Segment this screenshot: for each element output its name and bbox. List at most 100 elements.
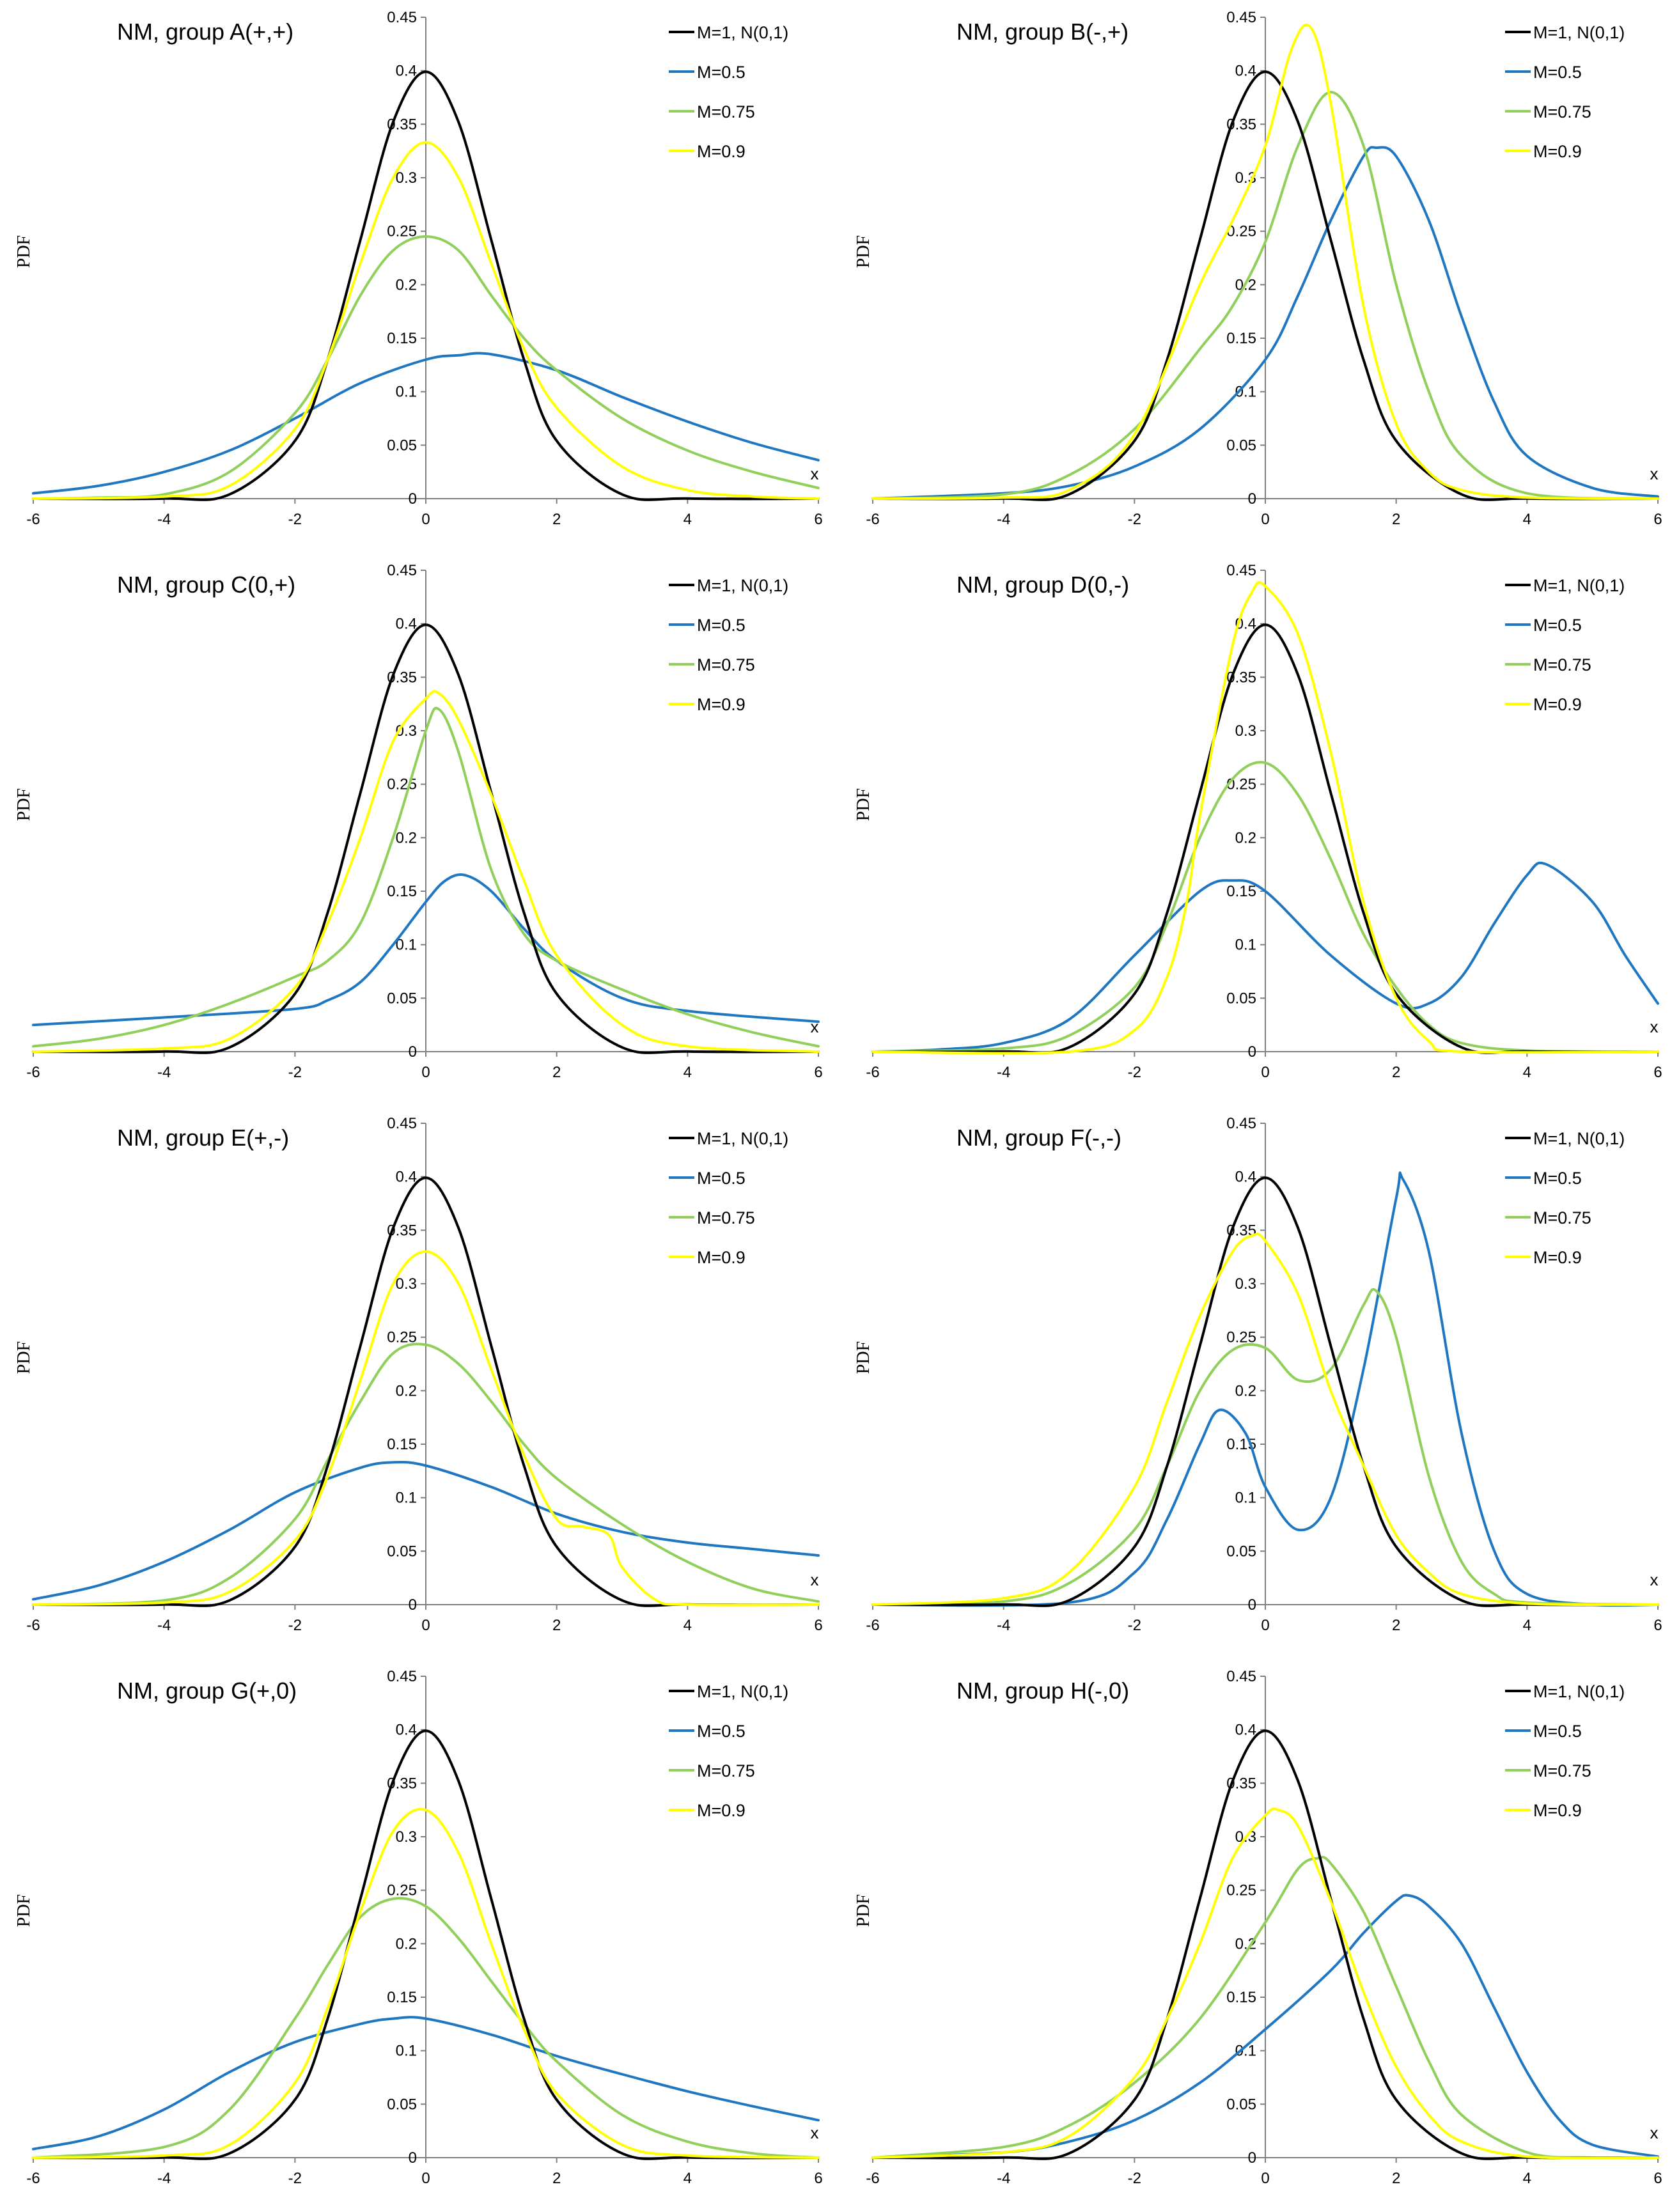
legend-label: M=0.75 xyxy=(1533,1761,1591,1780)
chart-title: NM, group G(+,0) xyxy=(117,1678,297,1704)
y-tick-label: 0.15 xyxy=(387,330,417,347)
x-axis-label: x xyxy=(811,2123,819,2142)
legend-label: M=0.75 xyxy=(1533,655,1591,674)
y-tick-label: 0.45 xyxy=(387,562,417,579)
y-tick-label: 0.45 xyxy=(387,1115,417,1132)
x-tick-label: 4 xyxy=(683,1617,692,1634)
series-line-blue xyxy=(32,1461,820,1601)
chart-panel: 0 0.05 0.1 0.15 0.2 0.25 0.3 0.35 0.4 0.45 -6 -4 -2 0… xyxy=(0,1659,840,2212)
x-tick-label: 4 xyxy=(683,511,692,528)
x-tick-label: -2 xyxy=(288,2170,302,2187)
x-axis-label: x xyxy=(811,1570,819,1589)
x-tick-label: -2 xyxy=(288,1617,302,1634)
series-line-blue xyxy=(32,352,820,495)
x-tick-label: 0 xyxy=(1261,511,1269,528)
x-tick-label: 2 xyxy=(552,1064,561,1081)
series-line-yellow xyxy=(32,1807,820,2159)
y-axis-label: PDF xyxy=(854,788,873,821)
legend-label: M=0.9 xyxy=(697,1801,746,1820)
y-tick-label: 0 xyxy=(1248,490,1256,508)
y-tick-label: 0.4 xyxy=(1235,63,1256,80)
series-line-yellow xyxy=(32,690,820,1053)
x-tick-label: 4 xyxy=(1523,511,1531,528)
y-tick-label: 0.05 xyxy=(1226,437,1256,454)
y-tick-label: 0.05 xyxy=(1226,1543,1256,1560)
y-tick-label: 0.2 xyxy=(1235,1935,1256,1952)
x-tick-label: -2 xyxy=(1128,1617,1141,1634)
legend-label: M=0.75 xyxy=(1533,102,1591,121)
y-tick-label: 0.2 xyxy=(396,276,417,293)
x-tick-label: 6 xyxy=(814,1064,822,1081)
x-tick-label: 2 xyxy=(1392,1064,1400,1081)
series-line-yellow xyxy=(871,580,1659,1055)
series-line-blue xyxy=(32,2016,820,2151)
series-line-blue xyxy=(871,1171,1659,1607)
x-tick-label: -2 xyxy=(288,511,302,528)
x-axis-label: x xyxy=(811,464,819,483)
x-axis-label: x xyxy=(1650,1570,1659,1589)
x-tick-label: 4 xyxy=(1523,1064,1531,1081)
y-tick-label: 0.15 xyxy=(1226,330,1256,347)
y-tick-label: 0.3 xyxy=(396,169,417,187)
legend-label: M=0.9 xyxy=(1533,1248,1582,1267)
x-tick-label: 6 xyxy=(1653,511,1662,528)
x-tick-label: -4 xyxy=(997,1064,1010,1081)
legend-label: M=1, N(0,1) xyxy=(1533,576,1625,595)
y-tick-label: 0.3 xyxy=(1235,722,1256,740)
chart-panel: 0 0.05 0.1 0.15 0.2 0.25 0.3 0.35 0.4 0.45 -6 -4 -2 0… xyxy=(0,1106,840,1659)
series-line-black xyxy=(871,1176,1659,1607)
y-tick-label: 0.4 xyxy=(1235,1169,1256,1186)
chart-svg: 00.050.10.150.20.250.30.350.40.45-6 -4 -2 0… xyxy=(14,562,823,1081)
x-tick-label: -4 xyxy=(157,511,171,528)
series-line-black xyxy=(871,623,1659,1054)
chart-panel: 0 0.05 0.1 0.15 0.2 0.25 0.3 0.35 0.4 0.45 -6 -4 -2 0… xyxy=(840,1106,1679,1659)
y-tick-label: 0.4 xyxy=(1235,1722,1256,1739)
series-line-green xyxy=(32,706,820,1048)
legend-label: M=0.5 xyxy=(697,1722,746,1741)
series-line-green xyxy=(32,1897,820,2159)
y-tick-label: 0.45 xyxy=(1226,1115,1256,1132)
x-tick-label: -4 xyxy=(157,2170,171,2187)
series-line-green xyxy=(871,91,1659,500)
legend-label: M=0.9 xyxy=(1533,695,1582,714)
x-tick-label: 4 xyxy=(683,2170,692,2187)
y-tick-label: 0.4 xyxy=(396,616,417,633)
x-tick-label: 4 xyxy=(1523,2170,1531,2187)
x-axis-label: x xyxy=(1650,1017,1659,1036)
chart-title: NM, group D(0,-) xyxy=(957,572,1129,598)
y-tick-label: 0.1 xyxy=(396,1490,417,1507)
x-tick-label: 0 xyxy=(1261,1064,1269,1081)
legend-label: M=0.9 xyxy=(697,1248,746,1267)
x-tick-label: -4 xyxy=(997,2170,1010,2187)
y-tick-label: 0 xyxy=(1248,1596,1256,1614)
y-tick-label: 0.15 xyxy=(1226,883,1256,900)
y-tick-label: 0.05 xyxy=(387,437,417,454)
y-tick-label: 0.45 xyxy=(387,9,417,26)
series-line-black xyxy=(871,1729,1659,2160)
y-tick-label: 0.05 xyxy=(1226,990,1256,1007)
legend-label: M=0.5 xyxy=(1533,63,1582,82)
chart-svg: 00.050.10.150.20.250.30.350.40.45-6 -4 -2 0… xyxy=(854,1668,1662,2187)
legend-label: M=0.9 xyxy=(697,142,746,161)
x-tick-label: 6 xyxy=(814,2170,822,2187)
legend-label: M=0.9 xyxy=(1533,1801,1582,1820)
chart-svg: 00.050.10.150.20.250.30.350.40.45-6 -4 -2 0… xyxy=(14,1668,823,2187)
y-tick-label: 0.2 xyxy=(396,1382,417,1399)
x-tick-label: -2 xyxy=(1128,511,1141,528)
chart-panel: 0 0.05 0.1 0.15 0.2 0.25 0.3 0.35 0.4 0.45 -6 -4 -2 0… xyxy=(840,1659,1679,2212)
chart-title: NM, group B(-,+) xyxy=(957,19,1128,45)
x-tick-label: 2 xyxy=(552,1617,561,1634)
y-tick-label: 0.3 xyxy=(396,1275,417,1293)
x-tick-label: -4 xyxy=(157,1617,171,1634)
series-line-black xyxy=(32,70,820,501)
y-tick-label: 0.25 xyxy=(1226,776,1256,793)
y-tick-label: 0.1 xyxy=(396,384,417,401)
y-tick-label: 0.05 xyxy=(387,1543,417,1560)
y-axis-label: PDF xyxy=(854,1341,873,1374)
series-line-yellow xyxy=(871,1807,1659,2160)
y-tick-label: 0.45 xyxy=(1226,562,1256,579)
x-tick-label: 2 xyxy=(1392,2170,1400,2187)
x-tick-label: -2 xyxy=(1128,2170,1141,2187)
y-axis-label: PDF xyxy=(14,1894,34,1927)
chart-title: NM, group A(+,+) xyxy=(117,19,293,45)
